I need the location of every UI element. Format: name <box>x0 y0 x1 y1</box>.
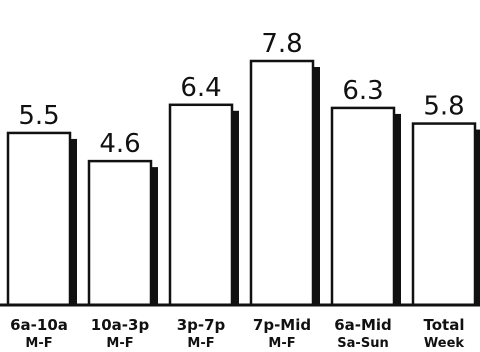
category-label: 3p-7p <box>177 316 226 334</box>
category-sublabel: M-F <box>106 336 133 351</box>
category-sublabel: M-F <box>268 336 295 351</box>
category-label: Total <box>424 316 465 334</box>
bar-value-label: 6.3 <box>342 76 383 106</box>
bar <box>249 59 315 307</box>
bar-value-label: 5.8 <box>423 92 464 122</box>
bar <box>6 131 72 307</box>
category-label: 6a-Mid <box>334 316 392 334</box>
bar-value-label: 7.8 <box>261 29 302 59</box>
bar <box>330 106 396 307</box>
bar <box>411 122 477 307</box>
bars-layer <box>6 59 480 307</box>
labels-layer: 5.5 6a-10a M-F 4.6 10a-3p M-F 6.4 3p-7p M-F 7.8 7p… <box>10 29 465 351</box>
bar-value-label: 4.6 <box>99 129 140 159</box>
category-sublabel: Week <box>424 336 465 351</box>
category-sublabel: Sa-Sun <box>337 336 388 351</box>
bar <box>168 103 234 307</box>
category-sublabel: M-F <box>25 336 52 351</box>
category-sublabel: M-F <box>187 336 214 351</box>
category-label: 7p-Mid <box>253 316 311 334</box>
category-label: 10a-3p <box>91 316 150 334</box>
bar-value-label: 5.5 <box>18 101 59 131</box>
bar-value-label: 6.4 <box>180 73 221 103</box>
bar <box>87 159 153 307</box>
category-label: 6a-10a <box>10 316 68 334</box>
